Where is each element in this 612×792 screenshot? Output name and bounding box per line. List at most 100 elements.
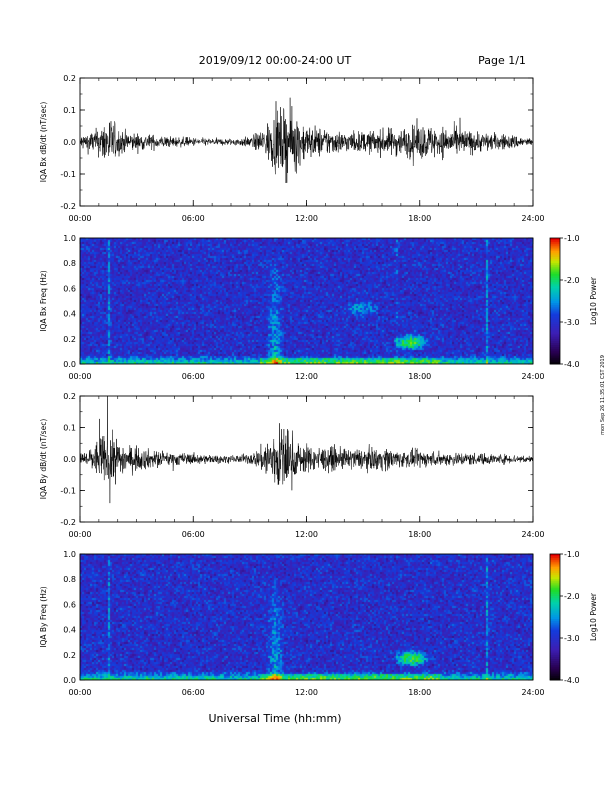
colorbar-segment bbox=[550, 646, 560, 649]
colorbar-title: Log10 Power bbox=[589, 592, 598, 641]
x-tick-label: 12:00 bbox=[295, 688, 318, 697]
x-tick-label: 06:00 bbox=[182, 688, 205, 697]
colorbar-segment bbox=[550, 311, 560, 315]
colorbar-segment bbox=[550, 570, 560, 574]
colorbar-segment bbox=[550, 661, 560, 664]
colorbar-segment bbox=[550, 608, 560, 612]
colorbar-segment bbox=[550, 625, 560, 628]
x-tick-label: 24:00 bbox=[521, 530, 544, 539]
colorbar-title: Log10 Power bbox=[589, 276, 598, 325]
colorbar-tick-label: -2.0 bbox=[564, 276, 580, 285]
colorbar-tick-label: -4.0 bbox=[564, 360, 580, 369]
colorbar-segment bbox=[550, 593, 560, 597]
colorbar-segment bbox=[550, 322, 560, 325]
colorbar-segment bbox=[550, 315, 560, 319]
colorbar-segment bbox=[550, 635, 560, 639]
colorbar-segment bbox=[550, 343, 560, 346]
y-tick-label: 0.4 bbox=[63, 310, 76, 319]
y-tick-label: 0.6 bbox=[63, 284, 76, 293]
colorbar: -1.0 -2.0 -3.0 -4.0 Log10 Power bbox=[549, 234, 598, 369]
colorbar-segment bbox=[550, 301, 560, 304]
colorbar-segment bbox=[550, 591, 560, 595]
colorbar-segment bbox=[550, 282, 560, 285]
colorbar-segment bbox=[550, 612, 560, 616]
colorbar-segment bbox=[550, 361, 560, 365]
y-tick-label: 1.0 bbox=[63, 234, 76, 243]
y-tick-label: 0.8 bbox=[63, 575, 76, 584]
colorbar-segment bbox=[550, 633, 560, 637]
colorbar-segment bbox=[550, 273, 560, 277]
y-axis-title: IQA Bx Freq (Hz) bbox=[39, 270, 48, 332]
y-tick-label: 0.2 bbox=[63, 651, 76, 660]
colorbar-segment bbox=[550, 671, 560, 675]
colorbar-segment bbox=[550, 265, 560, 268]
colorbar-tick-label: -3.0 bbox=[564, 318, 580, 327]
colorbar-segment bbox=[550, 288, 560, 291]
colorbar-segment bbox=[550, 673, 560, 677]
colorbar-segment bbox=[550, 581, 560, 584]
colorbar-segment bbox=[550, 324, 560, 327]
plot-frame bbox=[79, 77, 534, 207]
colorbar-segment bbox=[550, 307, 560, 310]
colorbar-segment bbox=[550, 326, 560, 329]
colorbar-segment bbox=[550, 560, 560, 563]
colorbar-segment bbox=[550, 303, 560, 306]
colorbar-segment bbox=[550, 579, 560, 582]
colorbar-segment bbox=[550, 600, 560, 603]
colorbar-tick-label: -1.0 bbox=[564, 550, 580, 559]
colorbar-segment bbox=[550, 355, 560, 359]
y-axis-title: IQA Bx dB/dt (nT/sec) bbox=[39, 102, 48, 183]
colorbar-segment bbox=[550, 292, 560, 296]
x-tick-label: 12:00 bbox=[295, 372, 318, 381]
x-tick-label: 12:00 bbox=[295, 530, 318, 539]
x-tick-label: 00:00 bbox=[68, 688, 91, 697]
colorbar-segment bbox=[550, 562, 560, 565]
y-tick-label: 0.2 bbox=[63, 335, 76, 344]
x-tick-label: 24:00 bbox=[521, 372, 544, 381]
colorbar-segment bbox=[550, 328, 560, 331]
y-tick-label: 0.8 bbox=[63, 259, 76, 268]
colorbar-segment bbox=[550, 585, 560, 589]
colorbar-segment bbox=[550, 332, 560, 336]
colorbar-segment bbox=[550, 621, 560, 624]
colorbar-segment bbox=[550, 248, 560, 252]
colorbar-segment bbox=[550, 252, 560, 256]
colorbar-segment bbox=[550, 313, 560, 317]
x-tick-label: 18:00 bbox=[408, 214, 431, 223]
colorbar-segment bbox=[550, 238, 560, 241]
colorbar-segment bbox=[550, 656, 560, 660]
colorbar-segment bbox=[550, 564, 560, 568]
colorbar-segment bbox=[550, 623, 560, 626]
colorbar-segment bbox=[550, 610, 560, 614]
panel-by_freq: 1.0 0.8 0.6 0.4 0.2 0.0 00:00 06:00 12:00 18:00 24… bbox=[39, 550, 598, 697]
colorbar-segment bbox=[550, 347, 560, 350]
colorbar-segment bbox=[550, 319, 560, 323]
colorbar-tick-label: -4.0 bbox=[564, 676, 580, 685]
x-tick-label: 06:00 bbox=[182, 530, 205, 539]
x-tick-label: 18:00 bbox=[408, 688, 431, 697]
x-tick-label: 24:00 bbox=[521, 214, 544, 223]
colorbar-segment bbox=[550, 246, 560, 249]
colorbar-segment bbox=[550, 648, 560, 652]
y-tick-label: 0.1 bbox=[63, 424, 76, 433]
colorbar-segment bbox=[550, 250, 560, 254]
trace-line bbox=[80, 97, 533, 184]
colorbar-segment bbox=[550, 577, 560, 580]
spectrogram-image bbox=[80, 554, 533, 680]
x-axis-title: Universal Time (hh:mm) bbox=[209, 712, 342, 725]
y-tick-label: -0.2 bbox=[60, 202, 76, 211]
y-tick-label: 0.0 bbox=[63, 138, 76, 147]
y-axis-title: IQA By Freq (Hz) bbox=[39, 586, 48, 648]
y-tick-label: 1.0 bbox=[63, 550, 76, 559]
colorbar-segment bbox=[550, 614, 560, 618]
colorbar-segment bbox=[550, 240, 560, 243]
y-tick-label: -0.1 bbox=[60, 170, 76, 179]
colorbar-segment bbox=[550, 619, 560, 622]
colorbar-segment bbox=[550, 638, 560, 641]
colorbar-tick-label: -3.0 bbox=[564, 634, 580, 643]
x-tick-label: 18:00 bbox=[408, 372, 431, 381]
colorbar-segment bbox=[550, 261, 560, 264]
colorbar-segment bbox=[550, 296, 560, 300]
colorbar-segment bbox=[550, 271, 560, 275]
x-tick-label: 00:00 bbox=[68, 372, 91, 381]
